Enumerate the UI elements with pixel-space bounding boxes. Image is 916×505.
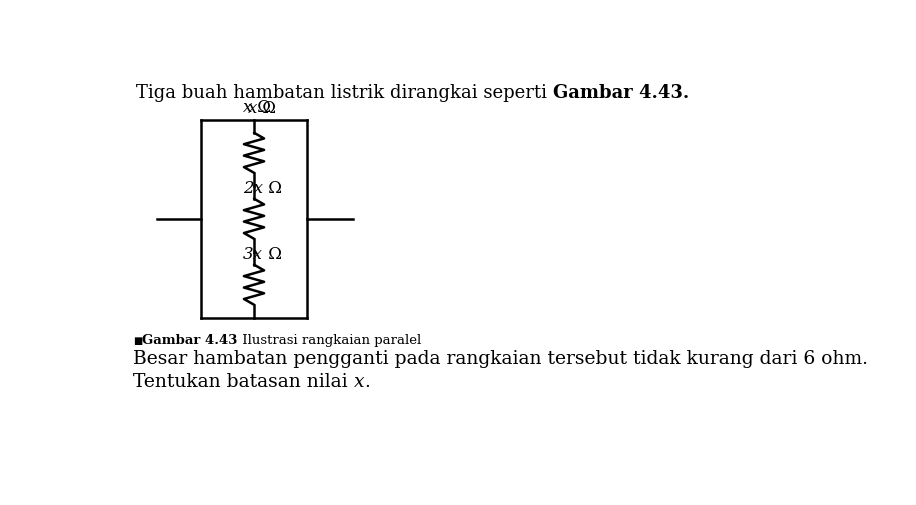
Text: x: x — [354, 373, 365, 390]
Text: Ω: Ω — [263, 179, 282, 196]
Text: Besar hambatan pengganti pada rangkaian tersebut tidak kurang dari 6 ohm.: Besar hambatan pengganti pada rangkaian … — [133, 349, 868, 368]
Text: 3x: 3x — [243, 245, 263, 262]
Text: .: . — [365, 373, 370, 390]
Text: Ω: Ω — [263, 245, 282, 262]
Text: Tiga buah hambatan listrik dirangkai seperti: Tiga buah hambatan listrik dirangkai sep… — [136, 84, 553, 102]
Text: Ω: Ω — [257, 99, 277, 117]
Text: ■: ■ — [133, 335, 142, 345]
Text: x: x — [243, 99, 253, 116]
Text: 2x: 2x — [243, 179, 263, 196]
Text: Ω: Ω — [253, 99, 271, 116]
Text: Ilustrasi rangkaian paralel: Ilustrasi rangkaian paralel — [238, 333, 421, 346]
Text: Tentukan batasan nilai: Tentukan batasan nilai — [133, 373, 354, 390]
Text: Gambar 4.43: Gambar 4.43 — [142, 333, 238, 346]
Text: Gambar 4.43.: Gambar 4.43. — [553, 84, 689, 102]
Text: x: x — [248, 99, 257, 117]
